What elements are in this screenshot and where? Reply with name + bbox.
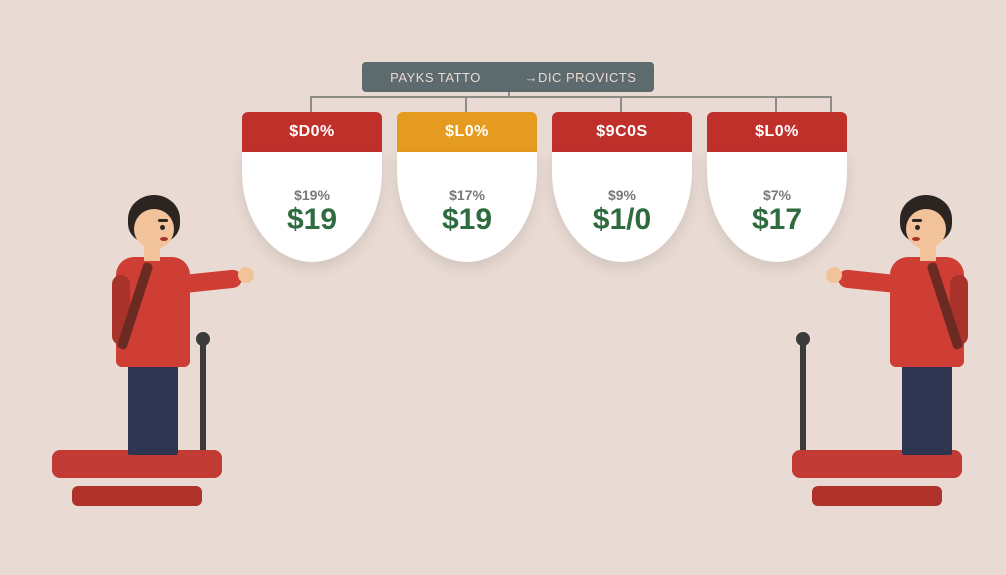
person-1-face <box>906 209 946 249</box>
person-1-brow <box>912 219 922 222</box>
person-1-mouth <box>912 237 920 241</box>
person-0-mouth <box>160 237 168 241</box>
person-1-hand <box>826 267 842 283</box>
person-0-face <box>134 209 174 249</box>
person-0-eye <box>160 225 165 230</box>
infographic-stage: PAYKS TATTO→DIC PROVICTS$D0%$19%$19$L0%$… <box>0 0 1006 575</box>
person-0-brow <box>158 219 168 222</box>
person-1 <box>850 195 970 465</box>
podium-1-base <box>812 486 942 506</box>
person-1-eye <box>915 225 920 230</box>
podium-1-polecap-0 <box>796 332 810 346</box>
person-0-neck <box>144 247 160 261</box>
person-1-pants <box>902 355 952 455</box>
person-0 <box>110 195 230 465</box>
person-0-pants <box>128 355 178 455</box>
person-0-hand <box>238 267 254 283</box>
podium-1-pole-0 <box>800 340 806 458</box>
person-1-neck <box>920 247 936 261</box>
